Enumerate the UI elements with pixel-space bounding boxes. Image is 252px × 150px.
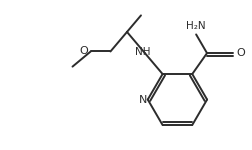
Text: NH: NH — [135, 47, 150, 57]
Text: O: O — [79, 46, 88, 57]
Text: H₂N: H₂N — [186, 21, 206, 30]
Text: O: O — [236, 48, 245, 58]
Text: N: N — [139, 94, 147, 105]
